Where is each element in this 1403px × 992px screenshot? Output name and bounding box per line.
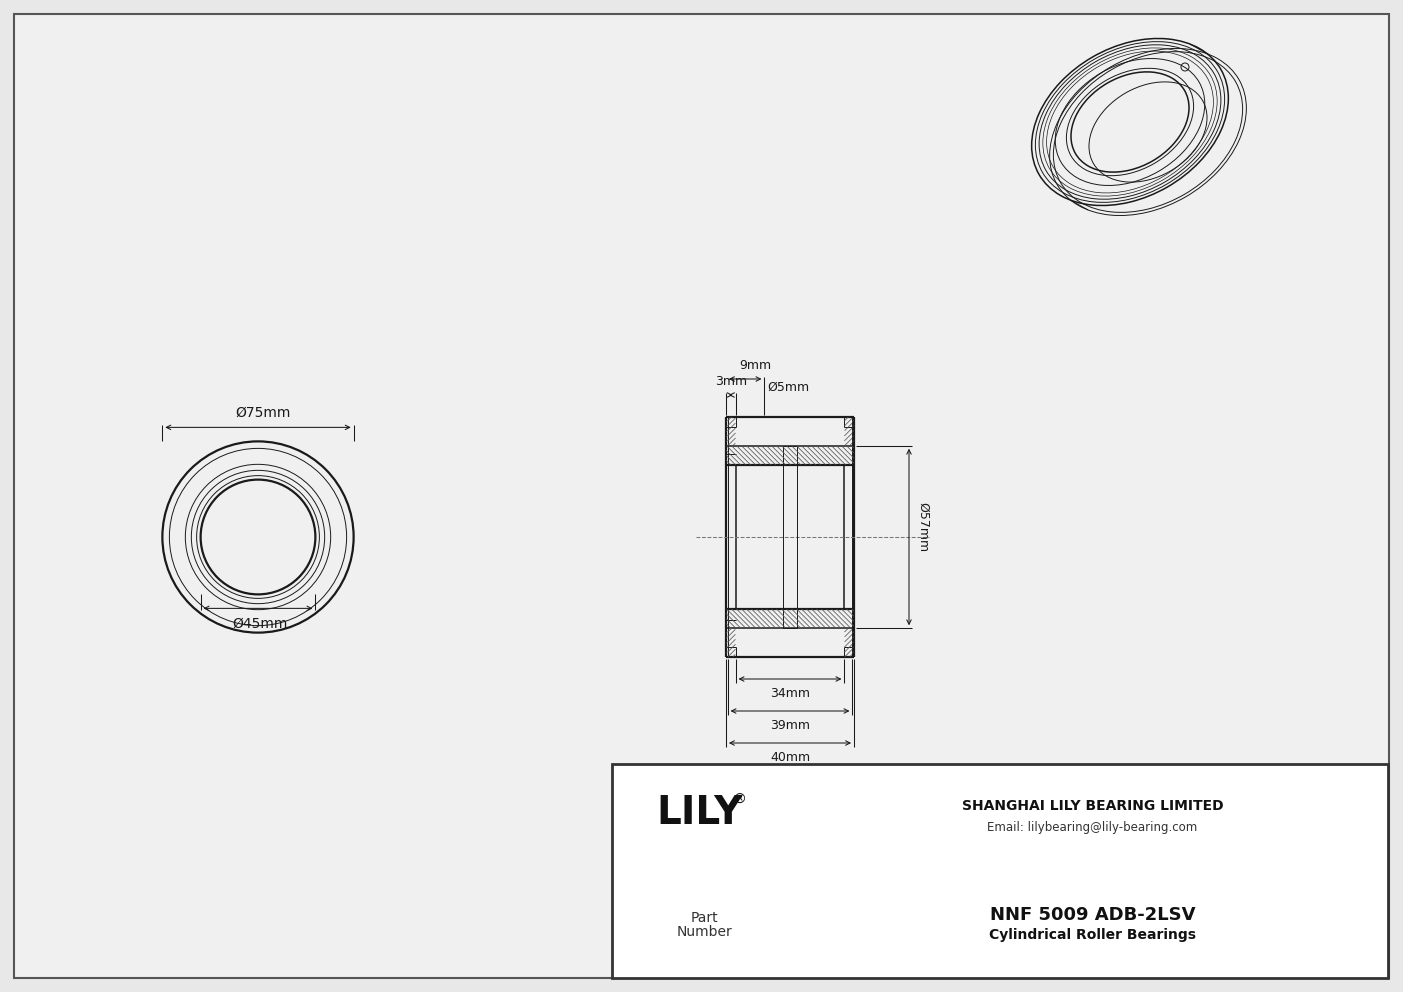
Text: Ø5mm: Ø5mm <box>767 381 810 394</box>
Text: 9mm: 9mm <box>739 359 772 372</box>
Text: 40mm: 40mm <box>770 751 810 764</box>
Text: Email: lilybearing@lily-bearing.com: Email: lilybearing@lily-bearing.com <box>988 821 1198 834</box>
Text: Cylindrical Roller Bearings: Cylindrical Roller Bearings <box>989 928 1195 941</box>
Text: LILY: LILY <box>657 795 742 832</box>
Text: SHANGHAI LILY BEARING LIMITED: SHANGHAI LILY BEARING LIMITED <box>961 799 1223 812</box>
Text: Part: Part <box>690 911 718 925</box>
Text: Ø57mm: Ø57mm <box>918 502 930 553</box>
Text: NNF 5009 ADB-2LSV: NNF 5009 ADB-2LSV <box>989 906 1195 924</box>
Text: Ø75mm: Ø75mm <box>236 406 290 420</box>
Text: 39mm: 39mm <box>770 719 810 732</box>
Text: ®: ® <box>732 793 746 806</box>
Text: Ø45mm: Ø45mm <box>233 616 288 630</box>
Text: 3mm: 3mm <box>714 375 746 388</box>
Text: Number: Number <box>676 925 732 938</box>
Text: 34mm: 34mm <box>770 687 810 700</box>
Bar <box>612 764 1388 978</box>
